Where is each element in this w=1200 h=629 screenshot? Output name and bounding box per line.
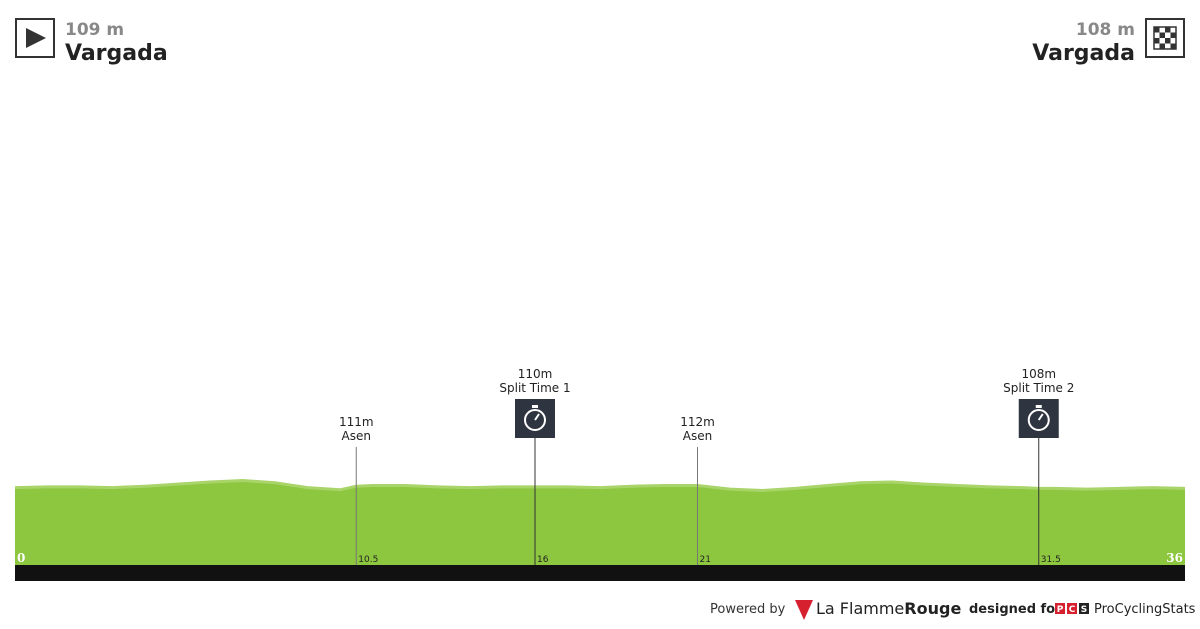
brand: La FlammeRouge <box>816 599 961 618</box>
stopwatch-crown <box>532 405 538 408</box>
stopwatch-crown <box>1035 405 1042 408</box>
base-bar <box>15 565 1185 581</box>
powered-by: Powered by <box>710 602 786 617</box>
start-elevation: 109 m <box>65 20 124 40</box>
x-tick-label: 31.5 <box>1041 555 1061 565</box>
x-tick-label: 16 <box>537 555 549 565</box>
pcs-box <box>1055 603 1065 614</box>
start-icon <box>15 18 55 58</box>
start-arrow <box>26 28 46 48</box>
pcs-box <box>1079 603 1089 614</box>
pcs-name: ProCyclingStats <box>1094 602 1196 617</box>
marker-name: Split Time 2 <box>1003 381 1074 395</box>
marker-name: Split Time 1 <box>499 381 570 395</box>
x-tick-label: 10.5 <box>358 555 378 565</box>
finish-elevation: 108 m <box>1076 20 1135 40</box>
marker-elevation: 110m <box>518 367 553 381</box>
brand-b: Rouge <box>904 599 961 618</box>
pcs-letter: P <box>1057 605 1064 615</box>
brand-a: La Flamme <box>816 599 904 618</box>
marker-elevation: 111m <box>339 415 374 429</box>
x-tick-label: 21 <box>700 555 711 565</box>
elevation-area <box>15 480 1185 565</box>
start-name: Vargada <box>65 41 168 66</box>
pcs-letter: C <box>1069 605 1076 615</box>
finish-name: Vargada <box>1032 41 1135 66</box>
elevation-top <box>14 478 1186 493</box>
pcs-letter: S <box>1081 605 1087 615</box>
marker-elevation: 112m <box>680 415 715 429</box>
pcs-box <box>1067 603 1077 614</box>
stopwatch-hand <box>1037 413 1044 421</box>
x-tick-label: 36 <box>1166 551 1183 565</box>
stopwatch-hand <box>534 413 540 421</box>
marker-name: Asen <box>342 429 371 443</box>
marker-elevation: 108m <box>1021 367 1056 381</box>
flamme-logo <box>795 600 813 620</box>
designed-for: designed for <box>969 602 1062 617</box>
marker-name: Asen <box>683 429 712 443</box>
finish-flag <box>1153 26 1177 50</box>
stopwatch <box>1027 409 1050 431</box>
x-tick-label: 0 <box>17 551 25 565</box>
stopwatch <box>524 409 546 431</box>
